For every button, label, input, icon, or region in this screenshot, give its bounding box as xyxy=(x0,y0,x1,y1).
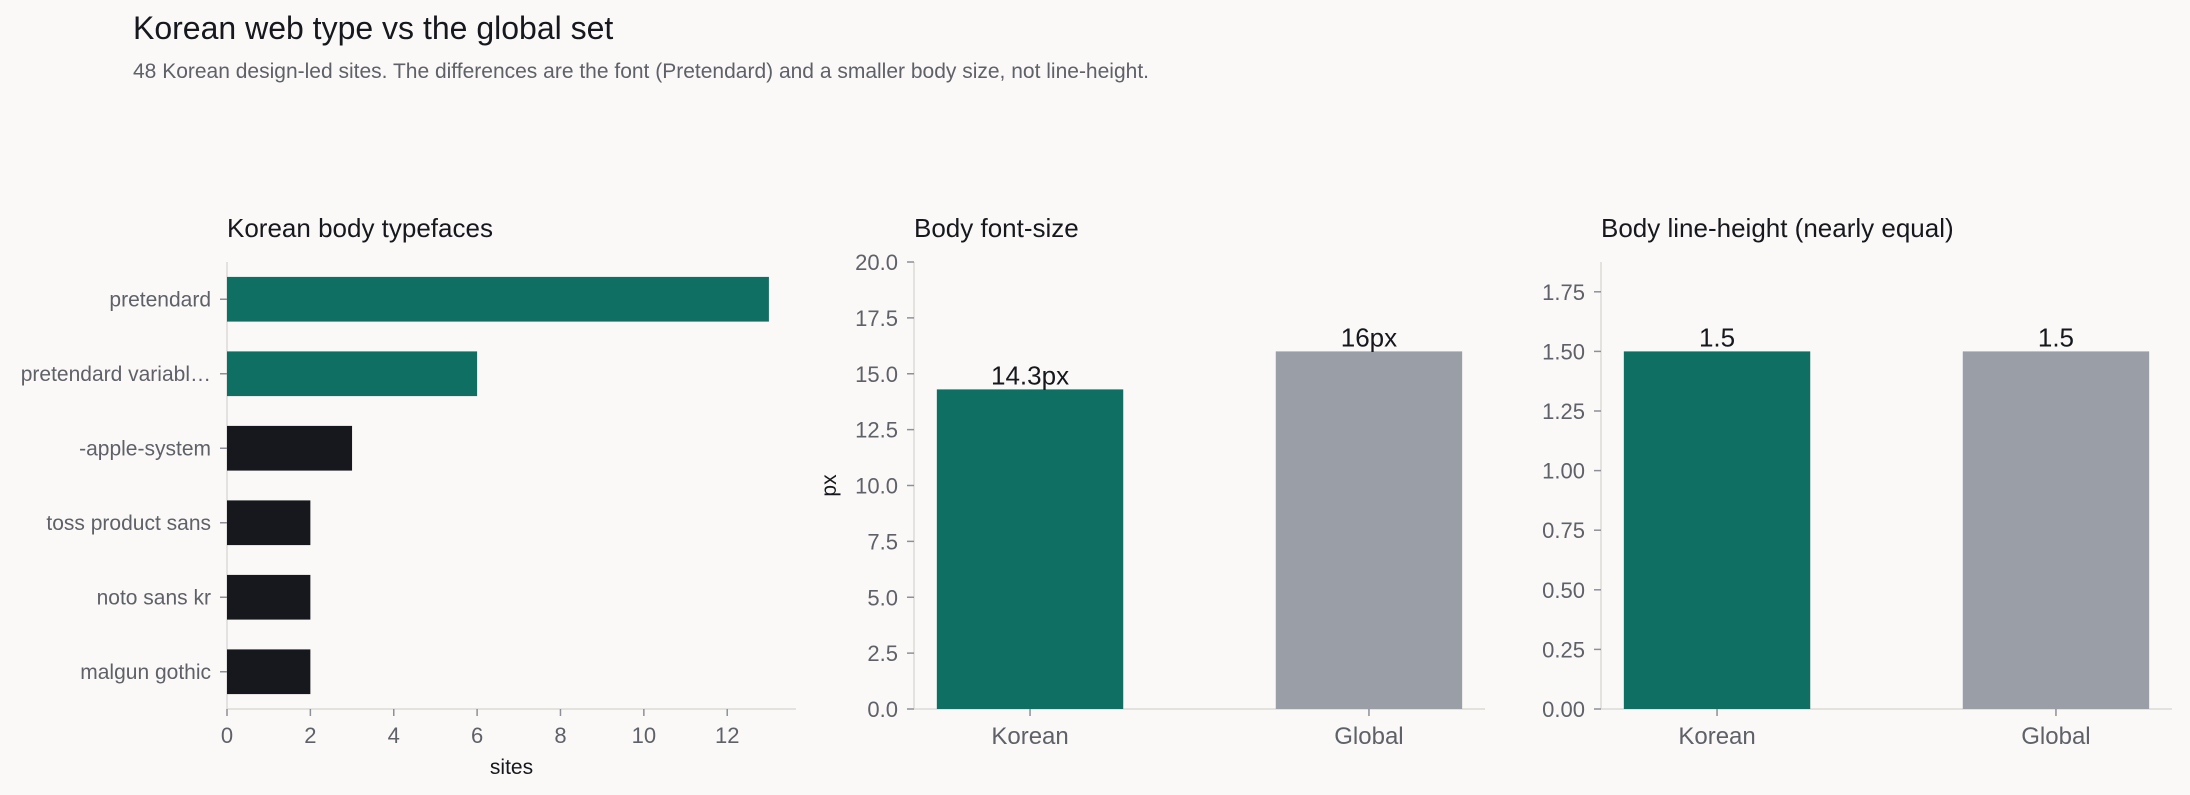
category-label: toss product sans xyxy=(46,512,211,535)
category-label: Korean xyxy=(1678,723,1755,750)
x-tick-label: 0 xyxy=(221,723,233,748)
x-tick-label: 2 xyxy=(304,723,316,748)
y-tick-label: 12.5 xyxy=(855,418,898,443)
typefaces-chart: Korean body typefaces pretendard pretendar… xyxy=(21,213,796,779)
bar-malgun-gothic xyxy=(227,649,311,695)
chart-title: Body line-height (nearly equal) xyxy=(1601,213,1954,243)
x-tick-label: 6 xyxy=(471,723,483,748)
category-label: -apple-system xyxy=(79,437,211,460)
y-tick-label: 1.00 xyxy=(1542,459,1585,484)
y-tick-label: 1.25 xyxy=(1542,399,1585,424)
line-height-chart: Body line-height (nearly equal) 0.00 0.25 0… xyxy=(1542,213,2172,750)
y-tick-label: 20.0 xyxy=(855,250,898,275)
y-tick-label: 0.75 xyxy=(1542,518,1585,543)
category-label: pretendard variabl… xyxy=(21,363,211,386)
bar-global xyxy=(1275,351,1463,709)
chart-title: Body font-size xyxy=(914,213,1079,243)
category-label: Global xyxy=(1334,723,1403,750)
category-label: pretendard xyxy=(109,288,211,311)
y-tick-label: 10.0 xyxy=(855,474,898,499)
chart-title: Korean body typefaces xyxy=(227,213,493,243)
figure-title: Korean web type vs the global set xyxy=(133,10,614,46)
y-tick-label: 15.0 xyxy=(855,362,898,387)
data-label: 1.5 xyxy=(1699,322,1735,352)
y-tick-label: 17.5 xyxy=(855,306,898,331)
y-tick-label: 2.5 xyxy=(867,641,898,666)
y-axis-label: px xyxy=(818,474,841,497)
x-tick-label: 12 xyxy=(715,723,739,748)
figure-subtitle: 48 Korean design-led sites. The differen… xyxy=(133,60,1149,83)
y-tick-label: 0.50 xyxy=(1542,578,1585,603)
category-label: Korean xyxy=(991,723,1068,750)
x-tick-label: 4 xyxy=(388,723,400,748)
x-tick-label: 10 xyxy=(632,723,656,748)
category-label: Global xyxy=(2021,723,2090,750)
font-size-chart: Body font-size 0.0 2.5 5.0 7.5 10.0 12.5 15.0 17… xyxy=(818,213,1485,750)
category-label: malgun gothic xyxy=(80,661,211,684)
bar-noto-sans-kr xyxy=(227,574,311,620)
bar-pretendard-variabl xyxy=(227,351,478,397)
y-tick-label: 0.0 xyxy=(867,697,898,722)
y-tick-label: 0.25 xyxy=(1542,637,1585,662)
category-label: noto sans kr xyxy=(97,586,211,609)
bar-apple-system xyxy=(227,425,353,471)
data-label: 14.3px xyxy=(991,360,1069,390)
y-tick-label: 5.0 xyxy=(867,585,898,610)
bar-pretendard xyxy=(227,276,769,322)
bar-korean xyxy=(1623,351,1811,709)
bar-global xyxy=(1962,351,2150,709)
x-tick-label: 8 xyxy=(554,723,566,748)
y-tick-label: 1.50 xyxy=(1542,339,1585,364)
bar-korean xyxy=(936,389,1124,709)
data-label: 1.5 xyxy=(2038,322,2074,352)
y-tick-label: 0.00 xyxy=(1542,697,1585,722)
x-axis-label: sites xyxy=(490,756,533,779)
y-tick-label: 1.75 xyxy=(1542,280,1585,305)
bar-toss-product-sans xyxy=(227,500,311,546)
y-tick-label: 7.5 xyxy=(867,529,898,554)
data-label: 16px xyxy=(1341,322,1397,352)
